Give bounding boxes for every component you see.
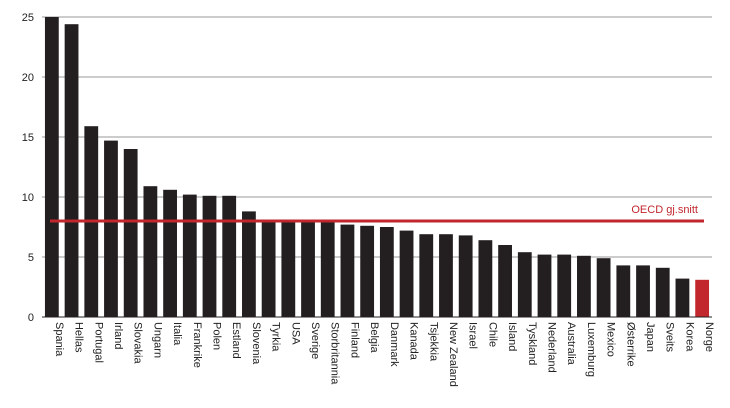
bar-polen <box>202 195 217 317</box>
bar-mexico <box>596 258 611 317</box>
category-label-new-zealand: New Zealand <box>447 322 459 387</box>
category-label-slovakia: Slovakia <box>132 322 144 364</box>
category-label-estland: Estland <box>230 322 242 359</box>
category-label-tyrkia: Tyrkia <box>270 322 282 352</box>
bar-spania <box>44 17 59 317</box>
bar-danmark <box>379 227 394 317</box>
category-label-storbritannia: Storbritannia <box>329 322 341 385</box>
bar-nederland <box>537 254 552 317</box>
category-label-kanada: Kanada <box>408 322 420 361</box>
bar-norge <box>695 279 710 317</box>
bar-ungarn <box>143 186 158 317</box>
category-label-japan: Japan <box>644 322 656 352</box>
category-label-slovenia: Slovenia <box>250 322 262 365</box>
bar-israel <box>458 235 473 317</box>
bar-slovenia <box>242 211 256 317</box>
bar-estland <box>222 195 237 317</box>
y-tick-label-25: 25 <box>22 12 34 24</box>
category-label-østerrike: Østerrike <box>624 322 636 367</box>
bar-luxemburg <box>577 255 591 317</box>
y-axis-tick-labels: 0 5 10 15 20 25 <box>22 12 34 324</box>
category-label-chile: Chile <box>486 322 498 347</box>
bar-korea <box>675 278 690 317</box>
y-tick-label-0: 0 <box>28 312 34 324</box>
category-label-tsjekkia: Tsjekkia <box>427 322 439 362</box>
bar-tyrkia <box>261 219 276 317</box>
bar-sverige <box>301 221 315 317</box>
category-label-hellas: Hellas <box>73 322 85 353</box>
bars <box>44 17 710 317</box>
bar-finland <box>340 224 355 317</box>
category-label-sverige: Sverige <box>309 322 321 359</box>
bar-belgia <box>360 225 375 317</box>
category-label-italia: Italia <box>171 322 183 346</box>
category-label-norge: Norge <box>703 322 715 352</box>
oecd-average-label: OECD gj.snitt <box>631 204 698 216</box>
bar-tyskland <box>517 252 532 317</box>
bar-hellas <box>64 24 79 317</box>
category-label-nederland: Nederland <box>546 322 558 373</box>
category-label-island: Island <box>506 322 518 351</box>
category-label-mexico: Mexico <box>605 322 617 357</box>
bar-storbritannia <box>320 221 335 317</box>
bar-sveits <box>655 267 670 317</box>
bar-tsjekkia <box>419 234 434 317</box>
category-label-tyskland: Tyskland <box>526 322 538 365</box>
bar-usa <box>281 219 296 317</box>
category-label-belgia: Belgia <box>368 322 380 353</box>
bar-chile <box>478 240 493 317</box>
bar-østerrike <box>616 265 631 317</box>
bar-new-zealand <box>439 234 453 317</box>
category-label-korea: Korea <box>683 322 695 352</box>
bar-slovakia <box>123 149 138 317</box>
y-tick-label-15: 15 <box>22 132 34 144</box>
category-label-danmark: Danmark <box>388 322 400 367</box>
category-labels: Spania Hellas Portugal Irland Slovakia Ungarn… <box>53 322 715 387</box>
category-label-sveits: Sveits <box>664 322 676 352</box>
category-label-australia: Australia <box>565 322 577 366</box>
category-label-finland: Finland <box>348 322 360 358</box>
bar-italia <box>163 189 177 317</box>
category-label-spania: Spania <box>53 322 65 357</box>
category-label-portugal: Portugal <box>92 322 104 363</box>
category-label-irland: Irland <box>112 322 124 350</box>
category-label-israel: Israel <box>467 322 479 349</box>
category-label-ungarn: Ungarn <box>151 322 163 358</box>
y-tick-label-10: 10 <box>22 192 34 204</box>
category-label-luxemburg: Luxemburg <box>585 322 597 377</box>
y-tick-label-20: 20 <box>22 72 34 84</box>
bar-australia <box>557 254 572 317</box>
category-label-frankrike: Frankrike <box>191 322 203 368</box>
y-tick-label-5: 5 <box>28 252 34 264</box>
bar-island <box>498 245 512 317</box>
category-label-polen: Polen <box>211 322 223 350</box>
reference-line-group: OECD gj.snitt <box>50 204 704 223</box>
bar-kanada <box>399 230 414 317</box>
bar-irland <box>104 140 118 317</box>
bar-frankrike <box>182 194 197 317</box>
bar-japan <box>636 265 650 317</box>
category-label-usa: USA <box>289 322 301 345</box>
